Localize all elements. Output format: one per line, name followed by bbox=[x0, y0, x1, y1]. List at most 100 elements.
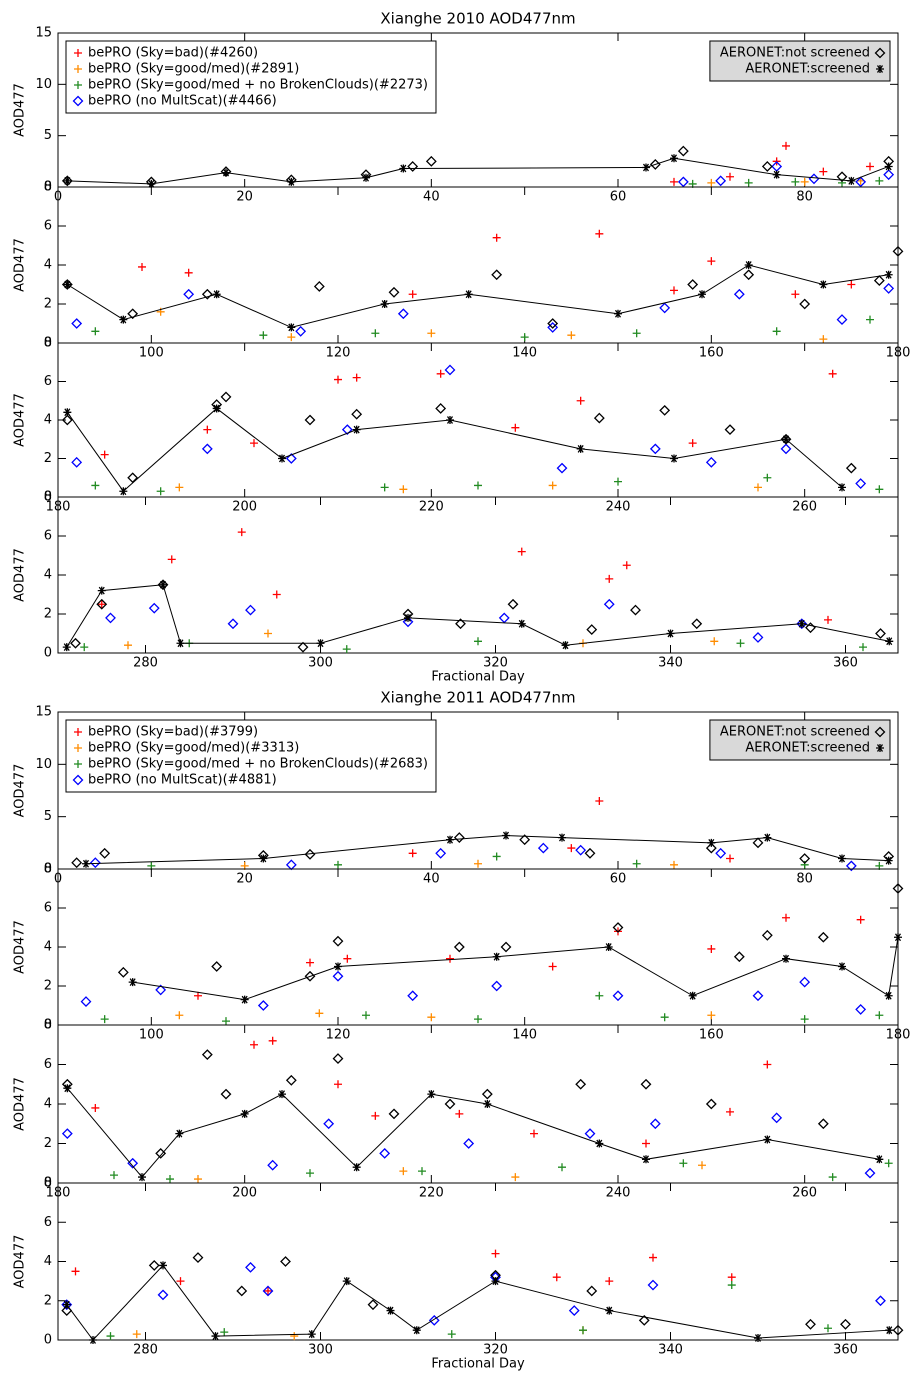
diamond-marker bbox=[715, 175, 727, 187]
plus-marker bbox=[446, 954, 454, 963]
plus-marker bbox=[875, 176, 884, 185]
diamond-marker bbox=[705, 1098, 717, 1110]
asterisk-marker bbox=[128, 978, 137, 987]
plus-marker bbox=[800, 860, 809, 869]
legend-label: bePRO (Sky=good/med + no BrokenClouds)(#… bbox=[88, 78, 428, 93]
diamond-marker bbox=[267, 1159, 279, 1171]
diamond-marker bbox=[796, 618, 808, 630]
y-tick-label: 8 bbox=[44, 862, 52, 877]
diamond-marker bbox=[855, 1003, 867, 1015]
asterisk-marker bbox=[604, 943, 613, 951]
x-tick-label: 220 bbox=[419, 500, 444, 515]
diamond-marker bbox=[817, 931, 829, 943]
plus-marker bbox=[763, 473, 772, 482]
diamond-marker bbox=[453, 832, 465, 844]
diamond-marker bbox=[892, 245, 904, 257]
y-tick-label: 15 bbox=[35, 26, 52, 41]
diamond-marker bbox=[640, 1078, 652, 1090]
diamond-marker bbox=[201, 443, 213, 455]
y-tick-label: 4 bbox=[44, 413, 52, 428]
diamond-marker bbox=[547, 318, 559, 329]
plus-marker bbox=[203, 425, 212, 434]
diamond-marker bbox=[780, 433, 792, 445]
diamond-marker bbox=[586, 1285, 598, 1297]
asterisk-marker bbox=[819, 280, 828, 289]
y-axis-label: AOD477 bbox=[13, 920, 28, 974]
aeronet-line bbox=[67, 157, 889, 185]
plus-marker bbox=[290, 1332, 299, 1341]
plus-marker bbox=[380, 483, 389, 492]
legend-box bbox=[709, 719, 891, 761]
x-tick-label: 160 bbox=[699, 1028, 724, 1043]
plus-marker bbox=[474, 859, 482, 868]
asterisk-marker bbox=[492, 952, 501, 961]
diamond-marker bbox=[323, 1118, 335, 1130]
diamond-marker bbox=[677, 176, 689, 188]
plus-marker bbox=[474, 637, 482, 646]
plus-marker bbox=[427, 329, 436, 338]
diamond-marker bbox=[455, 618, 466, 630]
aeronet-line bbox=[132, 937, 899, 1001]
asterisk-marker bbox=[884, 270, 893, 279]
x-axis-label: Fractional Day bbox=[431, 670, 525, 685]
diamond-marker bbox=[743, 269, 755, 281]
y-tick-label: 4 bbox=[44, 1097, 52, 1112]
diamond-marker bbox=[864, 1167, 876, 1179]
plus-marker bbox=[427, 1013, 436, 1022]
diamond-marker bbox=[72, 95, 84, 107]
diamond-marker bbox=[236, 1285, 248, 1297]
y-tick-label: 8 bbox=[44, 180, 52, 195]
diamond-marker bbox=[733, 951, 745, 963]
plus-marker bbox=[264, 1286, 272, 1295]
plus-marker bbox=[343, 954, 352, 963]
diamond-marker bbox=[855, 478, 867, 489]
plus-marker bbox=[511, 423, 520, 432]
diamond-marker bbox=[117, 966, 129, 978]
plus-marker bbox=[124, 641, 132, 650]
diamond-marker bbox=[332, 1053, 344, 1064]
asterisk-marker bbox=[380, 300, 389, 308]
x-tick-label: 120 bbox=[326, 346, 351, 361]
y-tick-label: 0 bbox=[44, 1333, 52, 1348]
x-tick-label: 340 bbox=[658, 656, 683, 671]
asterisk-marker bbox=[211, 1332, 220, 1341]
diamond-marker bbox=[453, 941, 465, 953]
x-tick-label: 260 bbox=[792, 500, 817, 515]
x-tick-label: 360 bbox=[833, 1343, 858, 1358]
plus-marker bbox=[132, 1330, 141, 1339]
x-tick-label: 240 bbox=[606, 1186, 631, 1201]
diamond-marker bbox=[444, 1098, 456, 1110]
plus-marker bbox=[176, 1277, 185, 1286]
diamond-marker bbox=[444, 364, 456, 376]
asterisk-marker bbox=[614, 309, 622, 318]
plus-marker bbox=[579, 1326, 587, 1335]
plus-marker bbox=[595, 991, 604, 1000]
plus-marker bbox=[106, 1332, 115, 1341]
asterisk-marker bbox=[404, 613, 412, 622]
y-tick-label: 6 bbox=[44, 374, 52, 389]
plot-frame bbox=[57, 186, 899, 344]
plus-marker bbox=[259, 331, 268, 340]
diamond-marker bbox=[201, 1049, 213, 1061]
y-tick-label: 5 bbox=[44, 809, 52, 824]
asterisk-marker bbox=[278, 454, 286, 463]
plus-marker bbox=[272, 590, 281, 599]
plus-marker bbox=[194, 1175, 202, 1184]
plus-marker bbox=[138, 262, 146, 271]
y-tick-label: 8 bbox=[44, 336, 52, 351]
plus-marker bbox=[74, 744, 82, 752]
diamond-marker bbox=[155, 1147, 167, 1159]
diamond-marker bbox=[612, 922, 624, 933]
asterisk-marker bbox=[342, 1277, 351, 1286]
plus-marker bbox=[622, 561, 631, 570]
plus-marker bbox=[727, 1273, 736, 1282]
diamond-marker bbox=[659, 404, 671, 416]
diamond-marker bbox=[245, 604, 256, 616]
diamond-marker bbox=[537, 842, 549, 854]
x-tick-label: 20 bbox=[236, 872, 253, 887]
asterisk-marker bbox=[352, 1163, 361, 1172]
diamond-marker bbox=[892, 883, 904, 894]
y-tick-label: 15 bbox=[35, 705, 52, 720]
plus-marker bbox=[548, 962, 557, 971]
asterisk-marker bbox=[491, 1277, 500, 1286]
